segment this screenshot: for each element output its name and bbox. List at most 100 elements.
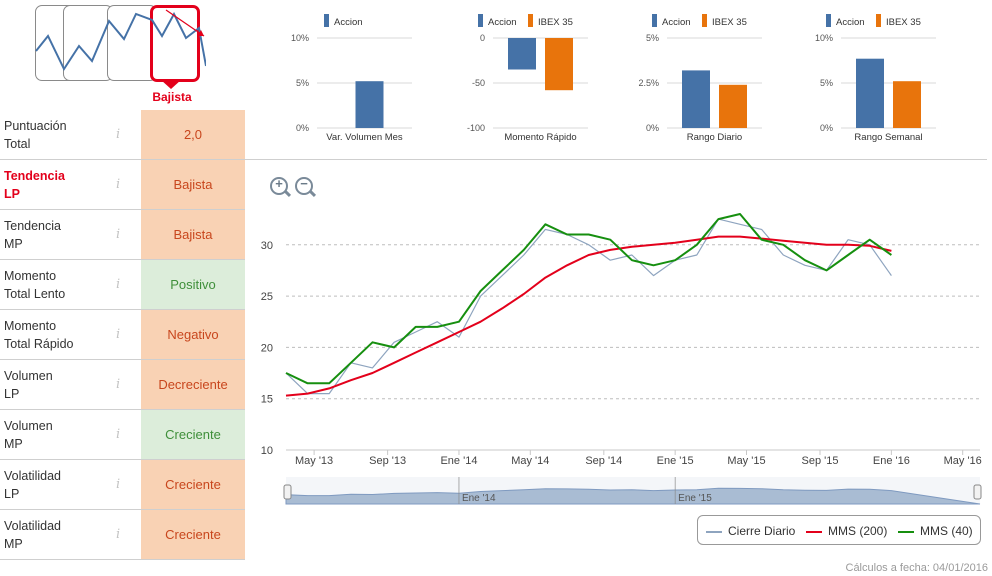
info-icon[interactable]: i [116,477,121,492]
score-name: Volumen LP [4,367,114,403]
info-icon[interactable]: i [116,327,121,342]
y-tick-label: 5% [820,78,833,88]
info-icon[interactable]: i [116,177,121,192]
score-row: Volatilidad LP i Creciente [0,460,245,510]
score-row: Volatilidad MP i Creciente [0,510,245,560]
trend-active-label: Bajista [152,90,192,104]
bar-ibex[interactable] [719,84,747,128]
score-name-line: Tendencia [4,219,61,233]
series-mms-200[interactable] [285,235,892,397]
x-tick-label: Sep '13 [369,455,406,467]
score-name-line: Total Lento [4,287,66,301]
bar-ibex[interactable] [545,38,573,91]
chart-title: Var. Volumen Mes [326,132,403,143]
score-name: Tendencia MP [4,217,114,253]
bar-accion[interactable] [508,38,536,70]
y-tick-label: 5% [646,33,659,43]
legend-label: IBEX 35 [712,17,747,28]
calc-date: Cálculos a fecha: 04/01/2016 [845,562,989,574]
legend-mms40-label: MMS (40) [920,524,973,538]
info-icon[interactable]: i [116,527,121,542]
trend-option-lateral[interactable] [63,5,113,81]
y-tick-label: -50 [472,78,485,88]
x-tick-label: Ene '16 [873,455,910,467]
navigator-label: Ene '15 [678,493,712,504]
score-name: Puntuación Total [4,117,114,153]
legend-swatch [652,14,657,27]
divider [245,159,987,160]
score-value: Decreciente [141,360,245,409]
score-name-line: Volatilidad [4,469,61,483]
legend-cierre-label: Cierre Diario [728,524,796,538]
score-name-line: Total [4,137,31,151]
series-cierre-diario[interactable] [285,218,892,395]
info-icon[interactable]: i [116,127,121,142]
legend-swatch [478,14,483,27]
price-chart[interactable]: 10 15 20 25 30 May '13 Sep '13 Ene '14 May '14 Se… [250,200,990,510]
bar-accion[interactable] [355,81,384,128]
bar-accion[interactable] [856,58,884,129]
y-tick-label: 10 [261,445,273,457]
chart-title: Rango Diario [687,132,742,143]
y-tick-label: 10% [291,33,309,43]
x-tick-label: Ene '14 [440,455,477,467]
score-name-line: LP [4,387,20,401]
legend-label: Accion [488,17,517,28]
selected-pointer-icon [161,80,181,89]
score-name-line: Total Rápido [4,337,74,351]
score-name-line: MP [4,237,23,251]
x-tick-label: May '16 [944,455,982,467]
score-row: Momento Total Rápido i Negativo [0,310,245,360]
score-value: Bajista [141,160,245,209]
score-row: Puntuación Total i 2,0 [0,110,245,160]
y-tick-label: -100 [467,123,485,133]
y-tick-label: 10% [815,33,833,43]
zoom-out-icon: − [300,176,308,191]
score-name: Volumen MP [4,417,114,453]
trend-option-lateral-alcista[interactable] [107,5,157,81]
info-icon[interactable]: i [116,427,121,442]
y-tick-label: 15 [261,394,273,406]
chart-var-volumen-mes: Accion 0% 5% 10% Var. Volumen Mes [291,14,412,143]
x-tick-label: Ene '15 [657,455,694,467]
info-icon[interactable]: i [116,277,121,292]
zoom-in-icon: + [275,176,283,191]
info-icon[interactable]: i [116,377,121,392]
y-tick-label: 0% [646,123,659,133]
score-name: Volatilidad LP [4,467,114,503]
bar-accion[interactable] [682,70,710,128]
legend-swatch [528,14,533,27]
y-tick-label: 0% [820,123,833,133]
legend-label: IBEX 35 [886,17,921,28]
score-row: Tendencia LP i Bajista [0,160,245,210]
score-name-line: Momento [4,269,57,283]
score-name-line: Volumen [4,369,53,383]
legend-swatch [324,14,329,27]
trend-sketch-icon [35,9,206,72]
zoom-in-button[interactable]: + [270,176,292,198]
series-mms-40[interactable] [285,213,892,385]
legend-label: Accion [836,17,865,28]
down-trend-arrow-icon [165,9,205,37]
score-name-line: LP [4,187,20,201]
y-tick-label: 0% [296,123,309,133]
bar-ibex[interactable] [893,81,921,128]
legend-mms200-label: MMS (200) [828,524,888,538]
chart-momento-rapido: Accion IBEX 35 0 -50 -100 Momento Rápido [467,14,588,143]
trend-option-bajista[interactable] [150,5,200,82]
y-tick-label: 0 [480,33,485,43]
x-tick-label: May '15 [727,455,765,467]
score-row: Volumen LP i Decreciente [0,360,245,410]
score-value: Creciente [141,460,245,509]
score-row: Volumen MP i Creciente [0,410,245,460]
score-name-line: Momento [4,319,57,333]
legend-swatch [702,14,707,27]
navigator-left-handle[interactable] [283,484,292,500]
legend-swatch [826,14,831,27]
zoom-out-button[interactable]: − [295,176,317,198]
chart-title: Rango Semanal [854,132,922,143]
navigator-right-handle[interactable] [973,484,982,500]
score-value: Negativo [141,310,245,359]
info-icon[interactable]: i [116,227,121,242]
